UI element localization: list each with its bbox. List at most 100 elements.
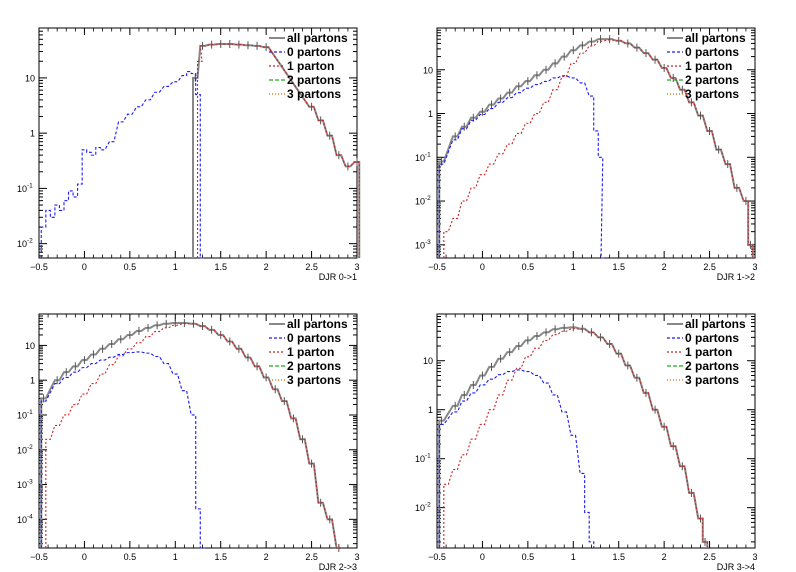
y-tick-label: 10 (415, 153, 425, 163)
x-tick-label: 1 (571, 552, 576, 562)
x-tick-label: 2.5 (703, 552, 716, 562)
x-tick-label: −0.5 (428, 552, 446, 562)
y-tick-exponent: -4 (27, 513, 33, 520)
legend-entry: 0 partons (287, 45, 341, 59)
y-tick-exponent: -1 (27, 182, 33, 189)
x-tick-label: 1.5 (214, 262, 227, 272)
x-tick-label: 0 (82, 262, 87, 272)
legend-entry: 0 partons (685, 331, 739, 345)
x-tick-label: 0.5 (124, 552, 137, 562)
x-tick-label: 2 (264, 552, 269, 562)
legend-entry: 1 parton (287, 345, 334, 359)
legend-entry: 3 partons (287, 373, 341, 387)
x-tick-label: 1 (173, 262, 178, 272)
y-tick-label: 10 (415, 503, 425, 513)
x-tick-label: 0 (82, 552, 87, 562)
x-tick-label: 2.5 (703, 262, 716, 272)
y-tick-label: 10 (25, 73, 35, 83)
x-tick-label: 2 (662, 552, 667, 562)
y-tick-exponent: -2 (27, 444, 33, 451)
series-1-parton (443, 39, 754, 258)
y-tick-label: 1 (428, 405, 433, 415)
legend-entry: 2 partons (685, 73, 739, 87)
x-tick-label: −0.5 (428, 262, 446, 272)
x-tick-label: 1.5 (612, 262, 625, 272)
legend-entry: 1 parton (685, 59, 732, 73)
x-tick-label: 2.5 (305, 552, 318, 562)
y-tick-label: 10 (415, 197, 425, 207)
legend-entry: 3 partons (685, 87, 739, 101)
legend-entry: 2 partons (287, 359, 341, 373)
legend-entry: 0 partons (287, 331, 341, 345)
x-tick-label: 3 (354, 262, 359, 272)
x-tick-label: 0.5 (522, 262, 535, 272)
y-tick-label: 1 (428, 109, 433, 119)
plot-frame (436, 313, 756, 549)
legend-entry: 3 partons (287, 87, 341, 101)
x-tick-label: 0.5 (124, 262, 137, 272)
y-tick-exponent: -2 (425, 195, 431, 202)
y-tick-exponent: -2 (425, 502, 431, 509)
series-all-partons (40, 322, 342, 549)
x-tick-label: 3 (752, 552, 757, 562)
y-tick-exponent: -2 (27, 238, 33, 245)
series-0-partons (438, 75, 606, 259)
x-tick-label: 2.5 (305, 262, 318, 272)
legend-entry: 0 partons (685, 45, 739, 59)
x-tick-label: −0.5 (30, 262, 48, 272)
series-0-partons (438, 369, 595, 548)
y-tick-exponent: -3 (27, 479, 33, 486)
series-0-partons (40, 71, 205, 259)
legend-entry: 2 partons (287, 73, 341, 87)
y-tick-label: 10 (415, 454, 425, 464)
y-tick-label: 1 (30, 376, 35, 386)
series-1-parton (196, 43, 360, 258)
y-tick-label: 10 (415, 240, 425, 250)
y-tick-exponent: -1 (27, 409, 33, 416)
y-tick-label: 10 (423, 356, 433, 366)
x-axis-label: DJR 2->3 (319, 562, 357, 572)
legend-entry: 2 partons (685, 359, 739, 373)
y-tick-label: 1 (30, 129, 35, 139)
x-axis-label: DJR 1->2 (717, 272, 755, 282)
y-tick-label: 10 (17, 410, 27, 420)
series-0-partons (40, 351, 205, 549)
y-tick-label: 10 (17, 515, 27, 525)
x-axis-label: DJR 3->4 (717, 562, 755, 572)
x-tick-label: 1.5 (612, 552, 625, 562)
x-tick-label: 1 (173, 552, 178, 562)
x-tick-label: 2 (264, 262, 269, 272)
x-axis-label: DJR 0->1 (319, 272, 357, 282)
plot-frame (38, 313, 358, 549)
y-tick-label: 10 (17, 480, 27, 490)
y-tick-label: 10 (17, 239, 27, 249)
y-tick-label: 10 (25, 341, 35, 351)
plot-frame (436, 27, 756, 259)
x-tick-label: 0 (480, 262, 485, 272)
x-tick-label: 0.5 (522, 552, 535, 562)
legend-entry: 1 parton (685, 345, 732, 359)
legend-entry: all partons (685, 31, 746, 45)
x-tick-label: 3 (752, 262, 757, 272)
legend-entry: all partons (685, 317, 746, 331)
legend-entry: all partons (287, 31, 348, 45)
legend-entry: 3 partons (685, 373, 739, 387)
chart-panel-3: −0.5 0 0.5 1 1.5 2 2.5 310-410-310-210 -1110DJR … (17, 313, 360, 572)
y-tick-exponent: -1 (425, 453, 431, 460)
x-tick-label: 2 (662, 262, 667, 272)
legend-entry: all partons (287, 317, 348, 331)
series-1-parton (443, 328, 708, 548)
series-all-partons (438, 326, 709, 548)
y-tick-exponent: -1 (425, 151, 431, 158)
y-tick-label: 10 (423, 65, 433, 75)
x-tick-label: 1.5 (214, 552, 227, 562)
y-tick-exponent: -3 (425, 239, 431, 246)
